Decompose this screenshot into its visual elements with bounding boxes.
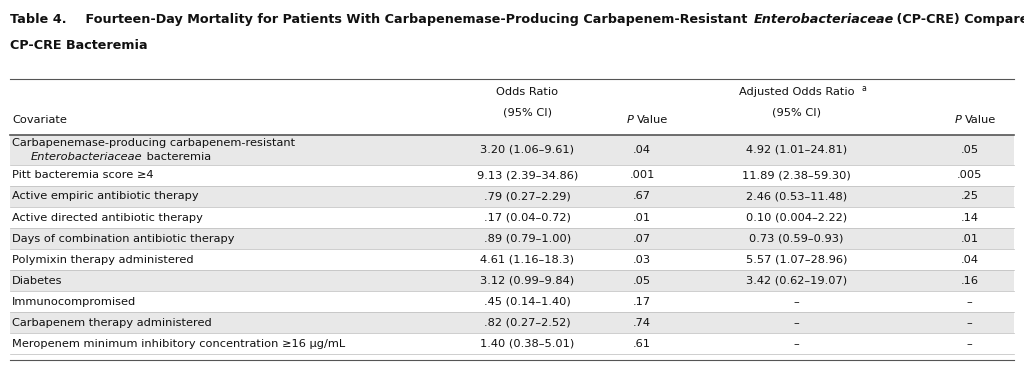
- Text: Polymixin therapy administered: Polymixin therapy administered: [12, 255, 194, 265]
- Text: (CP-CRE) Compared With non-: (CP-CRE) Compared With non-: [892, 13, 1024, 26]
- Text: 3.42 (0.62–19.07): 3.42 (0.62–19.07): [746, 276, 847, 286]
- Text: Active directed antibiotic therapy: Active directed antibiotic therapy: [12, 213, 203, 223]
- Text: Days of combination antibiotic therapy: Days of combination antibiotic therapy: [12, 234, 234, 244]
- Text: 4.92 (1.01–24.81): 4.92 (1.01–24.81): [746, 145, 847, 155]
- Text: .001: .001: [630, 170, 654, 180]
- Text: –: –: [794, 339, 800, 349]
- Text: P: P: [627, 115, 634, 125]
- Text: 1.40 (0.38–5.01): 1.40 (0.38–5.01): [480, 339, 574, 349]
- Text: .16: .16: [961, 276, 979, 286]
- Text: .04: .04: [633, 145, 651, 155]
- Text: .14: .14: [961, 213, 979, 223]
- Text: (95% CI): (95% CI): [772, 107, 821, 117]
- Text: .89 (0.79–1.00): .89 (0.79–1.00): [483, 234, 571, 244]
- Text: 0.73 (0.59–0.93): 0.73 (0.59–0.93): [750, 234, 844, 244]
- Text: .17 (0.04–0.72): .17 (0.04–0.72): [484, 213, 570, 223]
- Text: 11.89 (2.38–59.30): 11.89 (2.38–59.30): [742, 170, 851, 180]
- Text: .03: .03: [633, 255, 651, 265]
- Text: Adjusted Odds Ratio: Adjusted Odds Ratio: [739, 87, 854, 97]
- Text: CP-CRE Bacteremia: CP-CRE Bacteremia: [10, 39, 147, 52]
- Bar: [10, 312, 1014, 333]
- Text: .04: .04: [961, 255, 979, 265]
- Text: –: –: [794, 318, 800, 328]
- Text: Immunocompromised: Immunocompromised: [12, 297, 136, 307]
- Text: Active empiric antibiotic therapy: Active empiric antibiotic therapy: [12, 192, 199, 201]
- Text: Carbapenemase-producing carbapenem-resistant: Carbapenemase-producing carbapenem-resis…: [12, 138, 295, 148]
- Text: .05: .05: [961, 145, 979, 155]
- Text: Value: Value: [965, 115, 996, 125]
- Text: .17: .17: [633, 297, 651, 307]
- Text: .45 (0.14–1.40): .45 (0.14–1.40): [484, 297, 570, 307]
- Text: .01: .01: [633, 213, 651, 223]
- Text: 2.46 (0.53–11.48): 2.46 (0.53–11.48): [746, 192, 847, 201]
- Text: .61: .61: [633, 339, 651, 349]
- Text: .79 (0.27–2.29): .79 (0.27–2.29): [484, 192, 570, 201]
- Text: .25: .25: [961, 192, 979, 201]
- Text: .67: .67: [633, 192, 651, 201]
- Bar: [10, 186, 1014, 207]
- Text: 4.61 (1.16–18.3): 4.61 (1.16–18.3): [480, 255, 574, 265]
- Text: Odds Ratio: Odds Ratio: [497, 87, 558, 97]
- Text: .82 (0.27–2.52): .82 (0.27–2.52): [484, 318, 570, 328]
- Text: Carbapenem therapy administered: Carbapenem therapy administered: [12, 318, 212, 328]
- Text: Meropenem minimum inhibitory concentration ≥16 μg/mL: Meropenem minimum inhibitory concentrati…: [12, 339, 345, 349]
- Text: –: –: [794, 297, 800, 307]
- Text: P: P: [954, 115, 962, 125]
- Text: Covariate: Covariate: [12, 115, 68, 125]
- Text: Diabetes: Diabetes: [12, 276, 62, 286]
- Text: .05: .05: [633, 276, 651, 286]
- Text: bacteremia: bacteremia: [143, 152, 212, 162]
- Bar: [10, 228, 1014, 249]
- Text: Table 4.: Table 4.: [10, 13, 67, 26]
- Text: Value: Value: [637, 115, 669, 125]
- Text: 9.13 (2.39–34.86): 9.13 (2.39–34.86): [477, 170, 578, 180]
- Bar: [10, 270, 1014, 291]
- Text: .07: .07: [633, 234, 651, 244]
- Text: (95% CI): (95% CI): [503, 107, 552, 117]
- Text: Enterobacteriaceae: Enterobacteriaceae: [31, 152, 142, 162]
- Text: Pitt bacteremia score ≥4: Pitt bacteremia score ≥4: [12, 170, 154, 180]
- Text: 0.10 (0.004–2.22): 0.10 (0.004–2.22): [746, 213, 847, 223]
- Text: Enterobacteriaceae: Enterobacteriaceae: [754, 13, 894, 26]
- Text: –: –: [967, 339, 973, 349]
- Text: a: a: [861, 84, 866, 93]
- Text: –: –: [967, 297, 973, 307]
- Text: .005: .005: [957, 170, 982, 180]
- Text: 3.20 (1.06–9.61): 3.20 (1.06–9.61): [480, 145, 574, 155]
- Bar: [10, 135, 1014, 165]
- Text: .01: .01: [961, 234, 979, 244]
- Text: Fourteen-Day Mortality for Patients With Carbapenemase-Producing Carbapenem-Resi: Fourteen-Day Mortality for Patients With…: [72, 13, 752, 26]
- Text: 5.57 (1.07–28.96): 5.57 (1.07–28.96): [746, 255, 847, 265]
- Text: 3.12 (0.99–9.84): 3.12 (0.99–9.84): [480, 276, 574, 286]
- Text: –: –: [967, 318, 973, 328]
- Text: .74: .74: [633, 318, 651, 328]
